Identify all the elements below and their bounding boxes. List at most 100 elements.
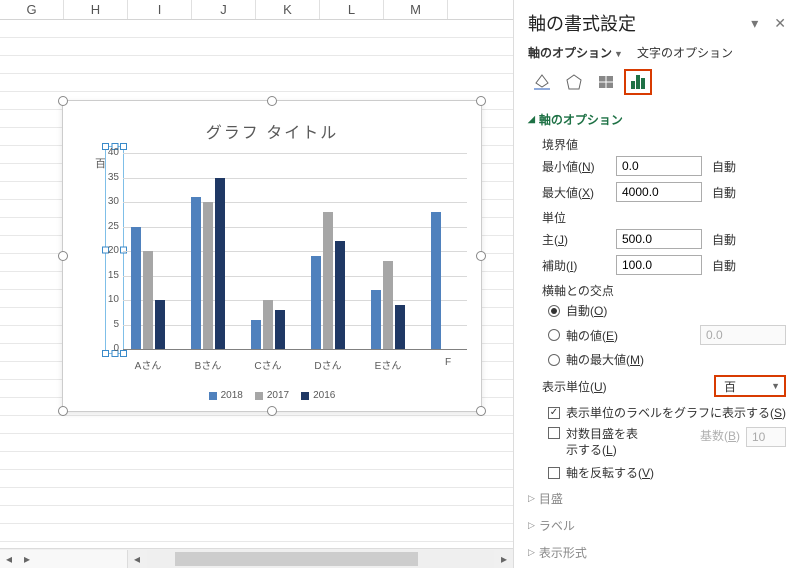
- input-max[interactable]: [616, 182, 702, 202]
- bar[interactable]: [155, 300, 165, 349]
- x-tick: F: [445, 349, 451, 368]
- input-major[interactable]: [616, 229, 702, 249]
- size-props-icon[interactable]: [592, 69, 620, 95]
- column-header[interactable]: K: [256, 0, 320, 19]
- section-labels[interactable]: ▷ラベル: [528, 511, 786, 538]
- check-reverse-axis[interactable]: 軸を反転する(V): [528, 461, 786, 484]
- checkbox-icon: [548, 467, 560, 479]
- bar[interactable]: [323, 212, 333, 349]
- suffix-auto-min: 自動: [712, 158, 736, 175]
- handle-bl[interactable]: [58, 406, 68, 416]
- label-min: 最小値(N): [528, 158, 610, 175]
- column-header[interactable]: M: [384, 0, 448, 19]
- label-log-base: 基数(B): [700, 427, 740, 444]
- handle-ml[interactable]: [58, 251, 68, 261]
- bar[interactable]: [383, 261, 393, 349]
- scrollbar-track[interactable]: [147, 550, 494, 568]
- radio-icon: [548, 354, 560, 366]
- group-units: 単位: [528, 209, 786, 226]
- panel-title: 軸の書式設定: [528, 10, 636, 36]
- handle-tc[interactable]: [267, 96, 277, 106]
- input-minor[interactable]: [616, 255, 702, 275]
- legend-item[interactable]: 2018: [209, 390, 243, 401]
- y-tick: 35: [108, 173, 123, 183]
- input-log-base: [746, 427, 786, 447]
- column-header[interactable]: I: [128, 0, 192, 19]
- suffix-auto-minor: 自動: [712, 257, 736, 274]
- display-unit-value: 百: [724, 378, 736, 395]
- handle-tr[interactable]: [476, 96, 486, 106]
- fill-line-icon[interactable]: [528, 69, 556, 95]
- y-tick: 20: [108, 246, 123, 256]
- bar[interactable]: [395, 305, 405, 349]
- select-display-unit[interactable]: 百 ▼: [714, 375, 786, 397]
- bar[interactable]: [275, 310, 285, 349]
- bar[interactable]: [371, 290, 381, 349]
- tab-prev-icon[interactable]: ◂: [0, 550, 18, 568]
- legend-item[interactable]: 2017: [255, 390, 289, 401]
- suffix-auto-max: 自動: [712, 184, 736, 201]
- bar[interactable]: [203, 202, 213, 349]
- legend-item[interactable]: 2016: [301, 390, 335, 401]
- format-axis-panel: 軸の書式設定 ▾ ✕ 軸のオプション▼ 文字のオプション ◢軸のオプション 境界…: [513, 0, 800, 568]
- x-tick: Eさん: [375, 349, 402, 372]
- bar[interactable]: [215, 178, 225, 350]
- section-ticks[interactable]: ▷目盛: [528, 484, 786, 511]
- scrollbar-thumb[interactable]: [175, 552, 418, 566]
- input-min[interactable]: [616, 156, 702, 176]
- scroll-right-icon[interactable]: ▸: [495, 550, 513, 568]
- y-tick: 40: [108, 148, 123, 158]
- bar[interactable]: [131, 227, 141, 350]
- radio-icon: [548, 329, 560, 341]
- dropdown-icon: ▼: [771, 381, 780, 391]
- plot-area[interactable]: 0510152025303540AさんBさんCさんDさんEさんF: [123, 153, 467, 349]
- column-header[interactable]: G: [0, 0, 64, 19]
- bar[interactable]: [143, 251, 153, 349]
- chart-object[interactable]: グラフ タイトル 百 0510152025303540AさんBさんCさんDさんE…: [62, 100, 482, 412]
- bar[interactable]: [191, 197, 201, 349]
- label-major: 主(J): [528, 231, 610, 248]
- column-header[interactable]: H: [64, 0, 128, 19]
- tab-next-icon[interactable]: ▸: [18, 550, 36, 568]
- column-header[interactable]: J: [192, 0, 256, 19]
- panel-menu-icon[interactable]: ▾: [751, 15, 758, 32]
- handle-bc[interactable]: [267, 406, 277, 416]
- x-tick: Bさん: [195, 349, 222, 372]
- worksheet[interactable]: GHIJKLM グラフ タイトル 百 0510152025303540AさんBさ…: [0, 0, 513, 568]
- y-tick: 5: [113, 320, 123, 330]
- label-minor: 補助(I): [528, 257, 610, 274]
- x-tick: Aさん: [135, 349, 162, 372]
- radio-axis-max[interactable]: 軸の最大値(M): [528, 348, 786, 371]
- handle-tl[interactable]: [58, 96, 68, 106]
- legend[interactable]: 2018 2017 2016: [63, 390, 481, 401]
- section-format[interactable]: ▷表示形式: [528, 538, 786, 565]
- scroll-left-icon[interactable]: ◂: [128, 550, 146, 568]
- effects-icon[interactable]: [560, 69, 588, 95]
- handle-br[interactable]: [476, 406, 486, 416]
- bar[interactable]: [311, 256, 321, 349]
- handle-mr[interactable]: [476, 251, 486, 261]
- y-tick: 25: [108, 222, 123, 232]
- tab-axis-options[interactable]: 軸のオプション▼: [528, 44, 623, 61]
- bar[interactable]: [263, 300, 273, 349]
- check-log-scale[interactable]: 対数目盛を表示する(L) 基数(B): [528, 424, 786, 461]
- section-axis-options[interactable]: ◢軸のオプション: [528, 105, 786, 132]
- sheet-tab-area[interactable]: ◂ ▸: [0, 550, 128, 568]
- radio-icon: [548, 305, 560, 317]
- y-tick: 10: [108, 295, 123, 305]
- grid-body[interactable]: グラフ タイトル 百 0510152025303540AさんBさんCさんDさんE…: [0, 20, 513, 546]
- check-show-unit-label[interactable]: 表示単位のラベルをグラフに表示する(S): [528, 401, 786, 424]
- tab-text-options[interactable]: 文字のオプション: [637, 44, 733, 61]
- panel-close-icon[interactable]: ✕: [774, 15, 786, 32]
- bar[interactable]: [431, 212, 441, 349]
- column-headers: GHIJKLM: [0, 0, 513, 20]
- checkbox-icon: [548, 427, 560, 439]
- y-tick: 0: [113, 344, 123, 354]
- axis-options-icon[interactable]: [624, 69, 652, 95]
- radio-axis-value[interactable]: 軸の値(E): [528, 322, 786, 348]
- horizontal-scrollbar[interactable]: ◂ ▸ ◂ ▸: [0, 548, 513, 568]
- bar[interactable]: [251, 320, 261, 349]
- radio-auto[interactable]: 自動(O): [528, 299, 786, 322]
- column-header[interactable]: L: [320, 0, 384, 19]
- bar[interactable]: [335, 241, 345, 349]
